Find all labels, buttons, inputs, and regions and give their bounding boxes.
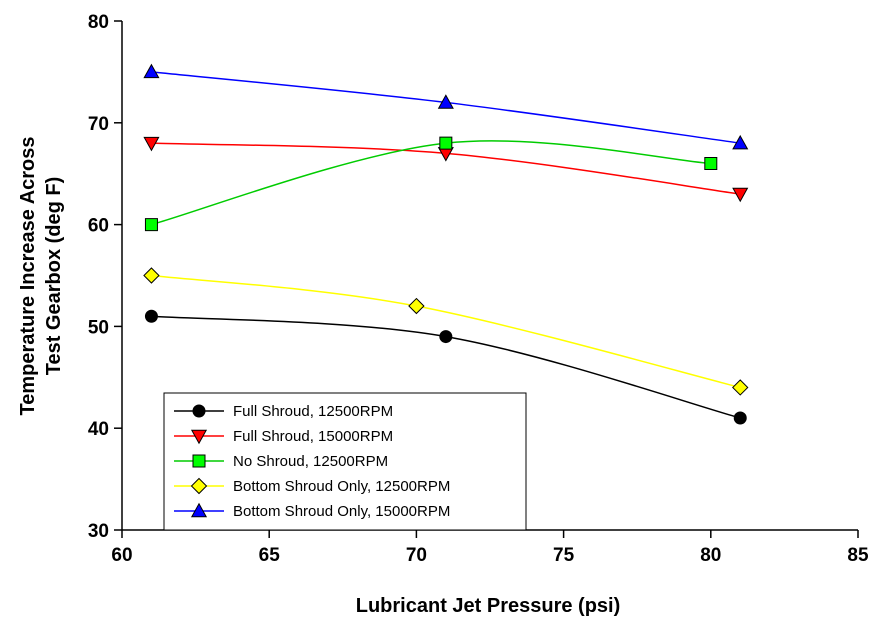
series-layer bbox=[143, 63, 749, 425]
series-5 bbox=[143, 63, 749, 150]
legend-label-2: Full Shroud, 15000RPM bbox=[233, 428, 393, 445]
y-tick-label-40: 40 bbox=[88, 419, 109, 440]
series-3-point-1 bbox=[144, 218, 158, 232]
y-tick-label-70: 70 bbox=[88, 114, 109, 135]
legend-label-1: Full Shroud, 12500RPM bbox=[233, 403, 393, 420]
series-1-point-1 bbox=[144, 309, 158, 323]
series-5-point-1 bbox=[143, 63, 160, 79]
x-tick-label-60: 60 bbox=[111, 545, 132, 566]
series-2 bbox=[143, 136, 749, 203]
y-axis-title-line-2: Test Gearbox (deg F) bbox=[43, 177, 65, 376]
y-tick-label-30: 30 bbox=[88, 521, 109, 542]
x-axis-title: Lubricant Jet Pressure (psi) bbox=[356, 595, 621, 617]
x-axis: 60 65 70 75 80 85 bbox=[111, 530, 869, 566]
series-3-point-3 bbox=[704, 157, 718, 171]
series-1-point-3 bbox=[733, 411, 747, 425]
legend-marker-1 bbox=[192, 404, 206, 418]
series-2-point-1 bbox=[143, 136, 160, 152]
legend-marker-3 bbox=[192, 454, 206, 468]
series-4-point-2 bbox=[408, 297, 425, 315]
x-tick-label-65: 65 bbox=[259, 545, 281, 566]
series-3 bbox=[144, 136, 718, 232]
series-5-point-2 bbox=[437, 94, 454, 109]
legend-label-4: Bottom Shroud Only, 12500RPM bbox=[233, 478, 450, 495]
series-3-line bbox=[151, 140, 711, 226]
y-axis-title-line-1: Temperature Increase Across bbox=[17, 136, 39, 415]
legend-label-3: No Shroud, 12500RPM bbox=[233, 453, 388, 470]
legend-marker-4 bbox=[190, 477, 208, 495]
legend-box bbox=[163, 392, 527, 531]
y-axis: 30 40 50 60 70 80 bbox=[88, 12, 122, 542]
y-tick-label-50: 50 bbox=[88, 317, 109, 338]
legend-marker-2 bbox=[190, 429, 208, 445]
y-tick-label-60: 60 bbox=[88, 216, 109, 237]
y-tick-label-80: 80 bbox=[88, 12, 109, 33]
series-2-point-3 bbox=[732, 187, 749, 203]
series-4-point-1 bbox=[143, 267, 160, 284]
series-5-point-3 bbox=[732, 134, 749, 150]
x-tick-label-75: 75 bbox=[553, 545, 575, 566]
legend: Full Shroud, 12500RPM Full Shroud, 15000R… bbox=[163, 392, 527, 531]
series-1 bbox=[144, 309, 747, 425]
legend-marker-5 bbox=[190, 502, 208, 518]
x-tick-label-85: 85 bbox=[847, 545, 869, 566]
series-4-point-3 bbox=[732, 379, 749, 396]
legend-label-5: Bottom Shroud Only, 15000RPM bbox=[233, 503, 450, 520]
x-tick-label-80: 80 bbox=[700, 545, 721, 566]
series-1-point-2 bbox=[439, 330, 453, 344]
series-4 bbox=[143, 267, 749, 396]
x-tick-label-70: 70 bbox=[406, 545, 427, 566]
series-3-point-2 bbox=[439, 136, 453, 150]
